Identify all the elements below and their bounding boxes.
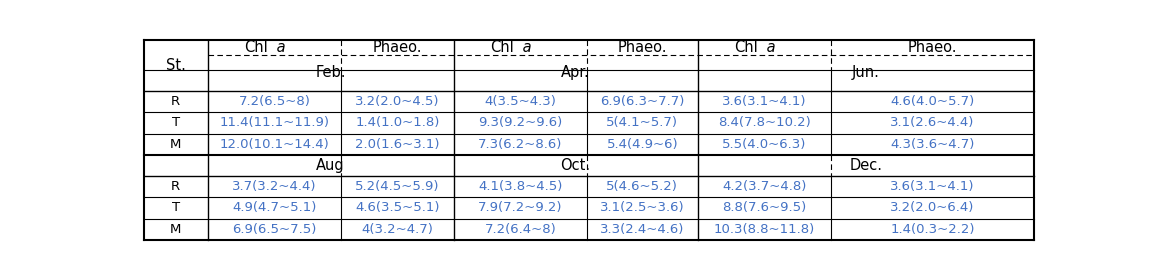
Text: Chl: Chl [491,40,514,55]
Text: 5(4.1~5.7): 5(4.1~5.7) [607,116,678,129]
Text: a: a [272,40,285,55]
Text: R: R [171,95,180,108]
Text: 5(4.6~5.2): 5(4.6~5.2) [607,180,678,193]
Text: 4.6(4.0~5.7): 4.6(4.0~5.7) [890,95,974,108]
Text: 1.4(1.0~1.8): 1.4(1.0~1.8) [355,116,440,129]
Text: 3.1(2.5~3.6): 3.1(2.5~3.6) [600,201,685,214]
Text: a: a [762,40,776,55]
Text: 7.3(6.2~8.6): 7.3(6.2~8.6) [478,138,563,151]
Text: T: T [171,201,179,214]
Text: 3.3(2.4~4.6): 3.3(2.4~4.6) [600,223,685,236]
Text: 3.1(2.6~4.4): 3.1(2.6~4.4) [890,116,974,129]
Text: 4.2(3.7~4.8): 4.2(3.7~4.8) [722,180,807,193]
Text: Phaeo.: Phaeo. [617,40,668,55]
Text: M: M [170,223,182,236]
Text: 9.3(9.2~9.6): 9.3(9.2~9.6) [478,116,562,129]
Text: 7.2(6.4~8): 7.2(6.4~8) [485,223,556,236]
Text: 8.8(7.6~9.5): 8.8(7.6~9.5) [723,201,807,214]
Text: Dec.: Dec. [849,158,882,173]
Text: 7.9(7.2~9.2): 7.9(7.2~9.2) [478,201,563,214]
Text: 4(3.5~4.3): 4(3.5~4.3) [485,95,556,108]
Text: Phaeo.: Phaeo. [908,40,957,55]
Text: 4(3.2~4.7): 4(3.2~4.7) [362,223,433,236]
Text: a: a [518,40,531,55]
Text: 8.4(7.8~10.2): 8.4(7.8~10.2) [718,116,811,129]
Text: T: T [171,116,179,129]
Text: 7.2(6.5~8): 7.2(6.5~8) [239,95,310,108]
Text: Aug: Aug [316,158,345,173]
Text: 5.4(4.9~6): 5.4(4.9~6) [607,138,678,151]
Text: 3.2(2.0~4.5): 3.2(2.0~4.5) [355,95,440,108]
Text: 6.9(6.5~7.5): 6.9(6.5~7.5) [232,223,317,236]
Text: 12.0(10.1~14.4): 12.0(10.1~14.4) [219,138,330,151]
Text: 6.9(6.3~7.7): 6.9(6.3~7.7) [600,95,685,108]
Text: 10.3(8.8~11.8): 10.3(8.8~11.8) [714,223,815,236]
Text: Chl: Chl [734,40,758,55]
Text: 1.4(0.3~2.2): 1.4(0.3~2.2) [890,223,974,236]
Text: Phaeo.: Phaeo. [372,40,422,55]
Text: 3.6(3.1~4.1): 3.6(3.1~4.1) [722,95,807,108]
Text: 5.2(4.5~5.9): 5.2(4.5~5.9) [355,180,440,193]
Text: Chl: Chl [245,40,268,55]
Text: 4.6(3.5~5.1): 4.6(3.5~5.1) [355,201,440,214]
Text: 5.5(4.0~6.3): 5.5(4.0~6.3) [722,138,807,151]
Text: Jun.: Jun. [851,65,880,80]
Text: M: M [170,138,182,151]
Text: Apr.: Apr. [561,65,589,80]
Text: 4.3(3.6~4.7): 4.3(3.6~4.7) [890,138,974,151]
Text: Feb.: Feb. [315,65,346,80]
Text: 3.2(2.0~6.4): 3.2(2.0~6.4) [890,201,974,214]
Text: 2.0(1.6~3.1): 2.0(1.6~3.1) [355,138,440,151]
Text: St.: St. [165,58,186,73]
Text: Oct.: Oct. [561,158,591,173]
Text: 4.9(4.7~5.1): 4.9(4.7~5.1) [232,201,317,214]
Text: R: R [171,180,180,193]
Text: 11.4(11.1~11.9): 11.4(11.1~11.9) [219,116,330,129]
Text: 4.1(3.8~4.5): 4.1(3.8~4.5) [478,180,563,193]
Text: 3.7(3.2~4.4): 3.7(3.2~4.4) [232,180,317,193]
Text: 3.6(3.1~4.1): 3.6(3.1~4.1) [890,180,974,193]
